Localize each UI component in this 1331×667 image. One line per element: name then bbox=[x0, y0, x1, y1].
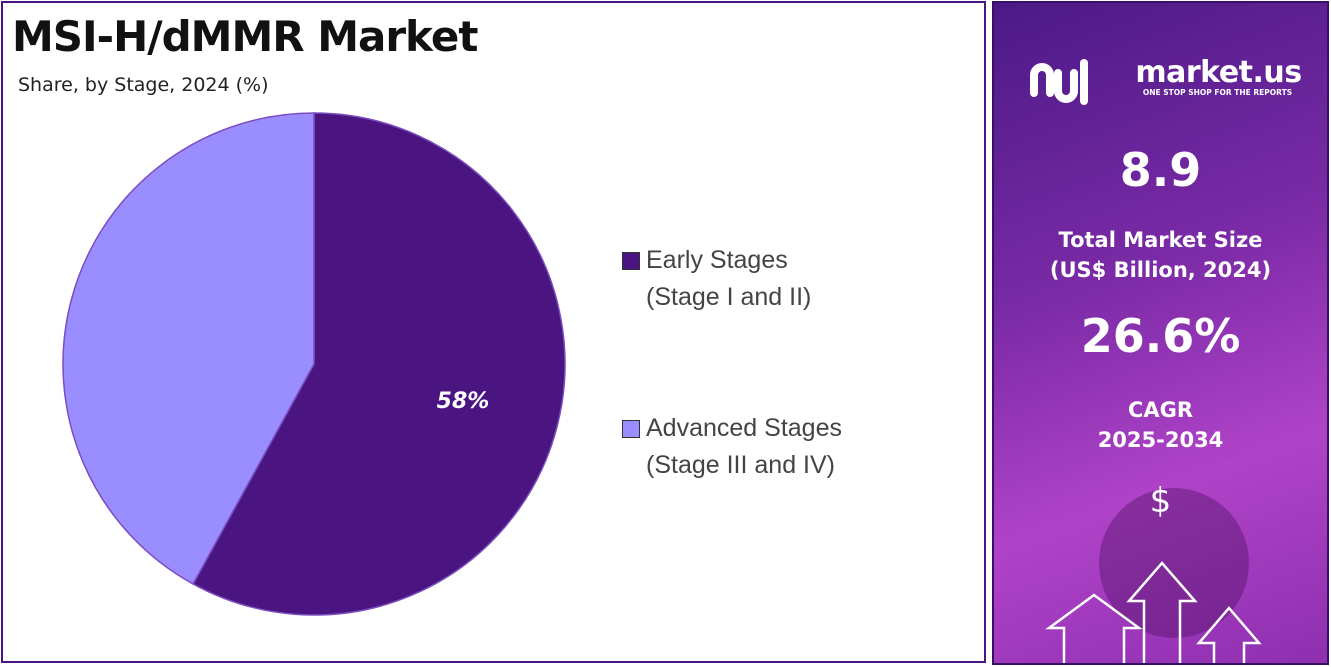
legend-swatch bbox=[622, 252, 640, 270]
tagline: ONE STOP SHOP FOR THE REPORTS bbox=[1142, 88, 1293, 97]
legend-entry: Early Stages (Stage I and II) bbox=[622, 242, 811, 316]
side-panel: market.us ONE STOP SHOP FOR THE REPORTS … bbox=[992, 1, 1329, 665]
cagr-label: CAGR 2025-2034 bbox=[1097, 398, 1224, 452]
currency-icon: $ bbox=[1149, 481, 1172, 521]
legend-entry: Advanced Stages (Stage III and IV) bbox=[622, 410, 842, 484]
legend-label: Early Stages (Stage I and II) bbox=[646, 246, 812, 311]
chart-title: MSI-H/dMMR Market bbox=[12, 12, 478, 61]
pie-slice bbox=[192, 112, 566, 616]
market-size: 8.9 bbox=[1119, 143, 1202, 197]
data-label: 58% bbox=[437, 389, 490, 414]
market-size-label: Total Market Size (US$ Billion, 2024) bbox=[1049, 228, 1272, 282]
chart-panel bbox=[1, 1, 986, 663]
decor bbox=[1030, 59, 1262, 663]
cagr: 26.6% bbox=[1080, 309, 1241, 363]
pie-slice bbox=[62, 112, 315, 585]
legend-label: Advanced Stages (Stage III and IV) bbox=[646, 414, 842, 479]
chart: 58% bbox=[62, 112, 566, 616]
logo: market.us bbox=[1135, 55, 1302, 90]
chart-subtitle: Share, by Stage, 2024 (%) bbox=[18, 74, 269, 96]
legend-swatch bbox=[622, 420, 640, 438]
